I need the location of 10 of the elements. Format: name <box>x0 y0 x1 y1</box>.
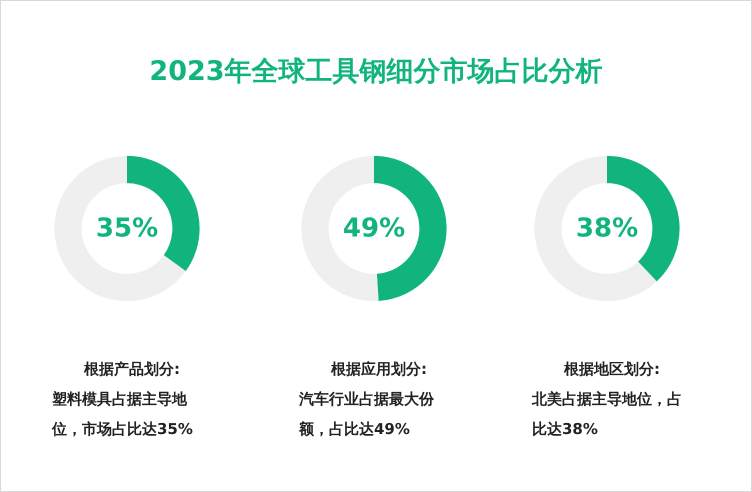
text: 塑料模具占据主导地位，市场占比达35% <box>52 389 194 440</box>
text: 49% <box>342 214 406 244</box>
text: 35% <box>96 214 158 244</box>
text: 2023年全球工具钢细分市场占比分析 <box>148 55 604 89</box>
text: 北美占据主导地位，占比达38% <box>532 389 683 440</box>
text: 根据产品划分: <box>82 359 181 380</box>
text: 38% <box>576 214 638 244</box>
text: 根据地区划分: <box>562 359 661 380</box>
text: 根据应用划分: <box>330 359 428 380</box>
text: 汽车行业占据最大份额，占比达49% <box>299 389 435 440</box>
